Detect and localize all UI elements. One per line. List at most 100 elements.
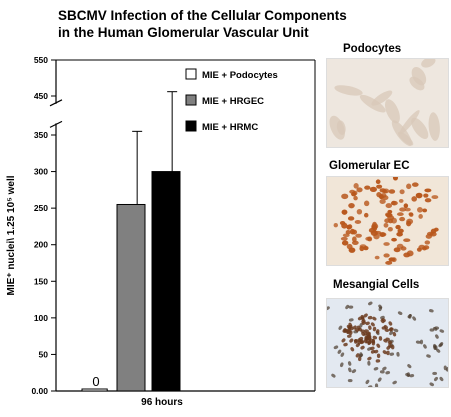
stained-nucleus <box>388 321 393 326</box>
stained-nucleus <box>369 186 377 193</box>
mesangial-nucleus <box>434 376 438 382</box>
podocyte-cell <box>411 117 429 140</box>
stained-nucleus <box>367 236 373 242</box>
panel-label-mesangial-cells: Mesangial Cells <box>333 279 420 291</box>
stained-nucleus <box>385 203 393 209</box>
mesangial-nucleus <box>377 377 382 382</box>
mesangial-nucleus <box>419 339 424 345</box>
stained-nucleus <box>346 224 351 230</box>
stained-nucleus <box>387 340 393 345</box>
mesangial-cells-micrograph <box>326 298 449 388</box>
chart-title-line1: SBCMV Infection of the Cellular Componen… <box>58 8 347 23</box>
stained-nucleus <box>383 242 390 246</box>
stained-nucleus <box>383 325 388 330</box>
stained-nucleus <box>393 247 401 253</box>
stained-nucleus <box>356 187 363 193</box>
stained-nucleus <box>363 313 368 318</box>
stained-nucleus <box>372 221 377 228</box>
stained-nucleus <box>360 345 365 350</box>
mesangial-nucleus <box>409 374 415 378</box>
stained-nucleus <box>348 202 355 209</box>
stained-nucleus <box>403 252 411 258</box>
stained-nucleus <box>360 329 366 333</box>
stained-nucleus <box>391 237 397 242</box>
mesangial-nucleus <box>389 352 395 356</box>
stained-nucleus <box>353 195 358 201</box>
stained-nucleus <box>408 212 414 216</box>
stained-nucleus <box>386 350 390 356</box>
stained-nucleus <box>379 232 386 237</box>
mesangial-nucleus <box>407 364 412 369</box>
stained-nucleus <box>372 335 378 340</box>
mesangial-nucleus <box>379 370 385 374</box>
stained-nucleus <box>411 182 419 187</box>
stained-nucleus <box>351 191 357 197</box>
mesangial-nucleus <box>397 311 403 315</box>
podocytes-micrograph <box>326 58 449 148</box>
mesangial-nucleus <box>347 378 353 383</box>
stained-nucleus <box>341 222 348 229</box>
stained-nucleus <box>333 223 338 228</box>
glomerular-ec-image <box>327 177 448 265</box>
y-tick-label: 150 <box>34 276 48 286</box>
mesangial-nucleus <box>439 376 444 382</box>
stained-nucleus <box>372 326 377 332</box>
stained-nucleus <box>398 198 404 203</box>
stained-nucleus <box>433 227 439 232</box>
stained-nucleus <box>387 209 393 214</box>
podocyte-cell <box>359 94 386 113</box>
stained-nucleus <box>429 231 437 237</box>
legend-label-mie-hrmc: MIE + HRMC <box>202 122 258 133</box>
panel-label-podocytes: Podocytes <box>343 43 402 55</box>
mesangial-nucleus <box>348 318 354 322</box>
stained-nucleus <box>370 349 376 354</box>
stained-nucleus <box>387 215 395 221</box>
stained-nucleus <box>403 238 411 243</box>
y-tick-label: 50 <box>39 349 49 359</box>
stained-nucleus <box>365 338 369 344</box>
stained-nucleus <box>381 318 386 323</box>
legend-swatch-mie-hrmc <box>185 120 197 132</box>
mesangial-nucleus <box>385 371 391 375</box>
mesangial-nucleus <box>340 362 344 368</box>
stained-nucleus <box>341 209 348 215</box>
podocyte-cell <box>385 99 400 124</box>
stained-nucleus <box>346 243 353 250</box>
mesangial-nucleus <box>338 325 343 330</box>
mesangial-nucleus <box>367 385 373 387</box>
y-tick-label: 300 <box>34 167 48 177</box>
stained-nucleus <box>364 185 371 190</box>
data-label-mie-podocytes: 0 <box>92 374 99 389</box>
mesangial-nucleus <box>435 334 439 339</box>
stained-nucleus <box>392 331 397 337</box>
stained-nucleus <box>350 347 355 352</box>
y-tick-label: 550 <box>34 55 48 65</box>
legend-label-mie-hrgec: MIE + HRGEC <box>202 96 264 107</box>
mesangial-nucleus <box>367 360 371 366</box>
chart-title: SBCMV Infection of the Cellular Componen… <box>58 7 347 41</box>
stained-nucleus <box>342 233 350 238</box>
stained-nucleus <box>343 328 347 333</box>
stained-nucleus <box>341 338 346 343</box>
stained-nucleus <box>375 359 381 363</box>
stained-nucleus <box>385 337 390 341</box>
mesangial-nucleus <box>433 343 437 349</box>
mesangial-nucleus <box>396 351 400 357</box>
mesangial-nucleus <box>348 305 354 309</box>
stained-nucleus <box>355 233 362 238</box>
y-tick-label: 100 <box>34 313 48 323</box>
stained-nucleus <box>399 189 405 195</box>
podocyte-cell <box>334 85 363 96</box>
stained-nucleus <box>376 329 380 334</box>
stained-nucleus <box>360 314 365 320</box>
stained-nucleus <box>424 198 432 203</box>
stained-nucleus <box>353 339 358 344</box>
stained-nucleus <box>345 230 351 235</box>
stained-nucleus <box>417 207 423 213</box>
stained-nucleus <box>367 315 373 320</box>
mesangial-nucleus <box>389 330 393 336</box>
stained-nucleus <box>370 346 375 351</box>
mesangial-nucleus <box>368 301 373 306</box>
stained-nucleus <box>399 216 406 222</box>
